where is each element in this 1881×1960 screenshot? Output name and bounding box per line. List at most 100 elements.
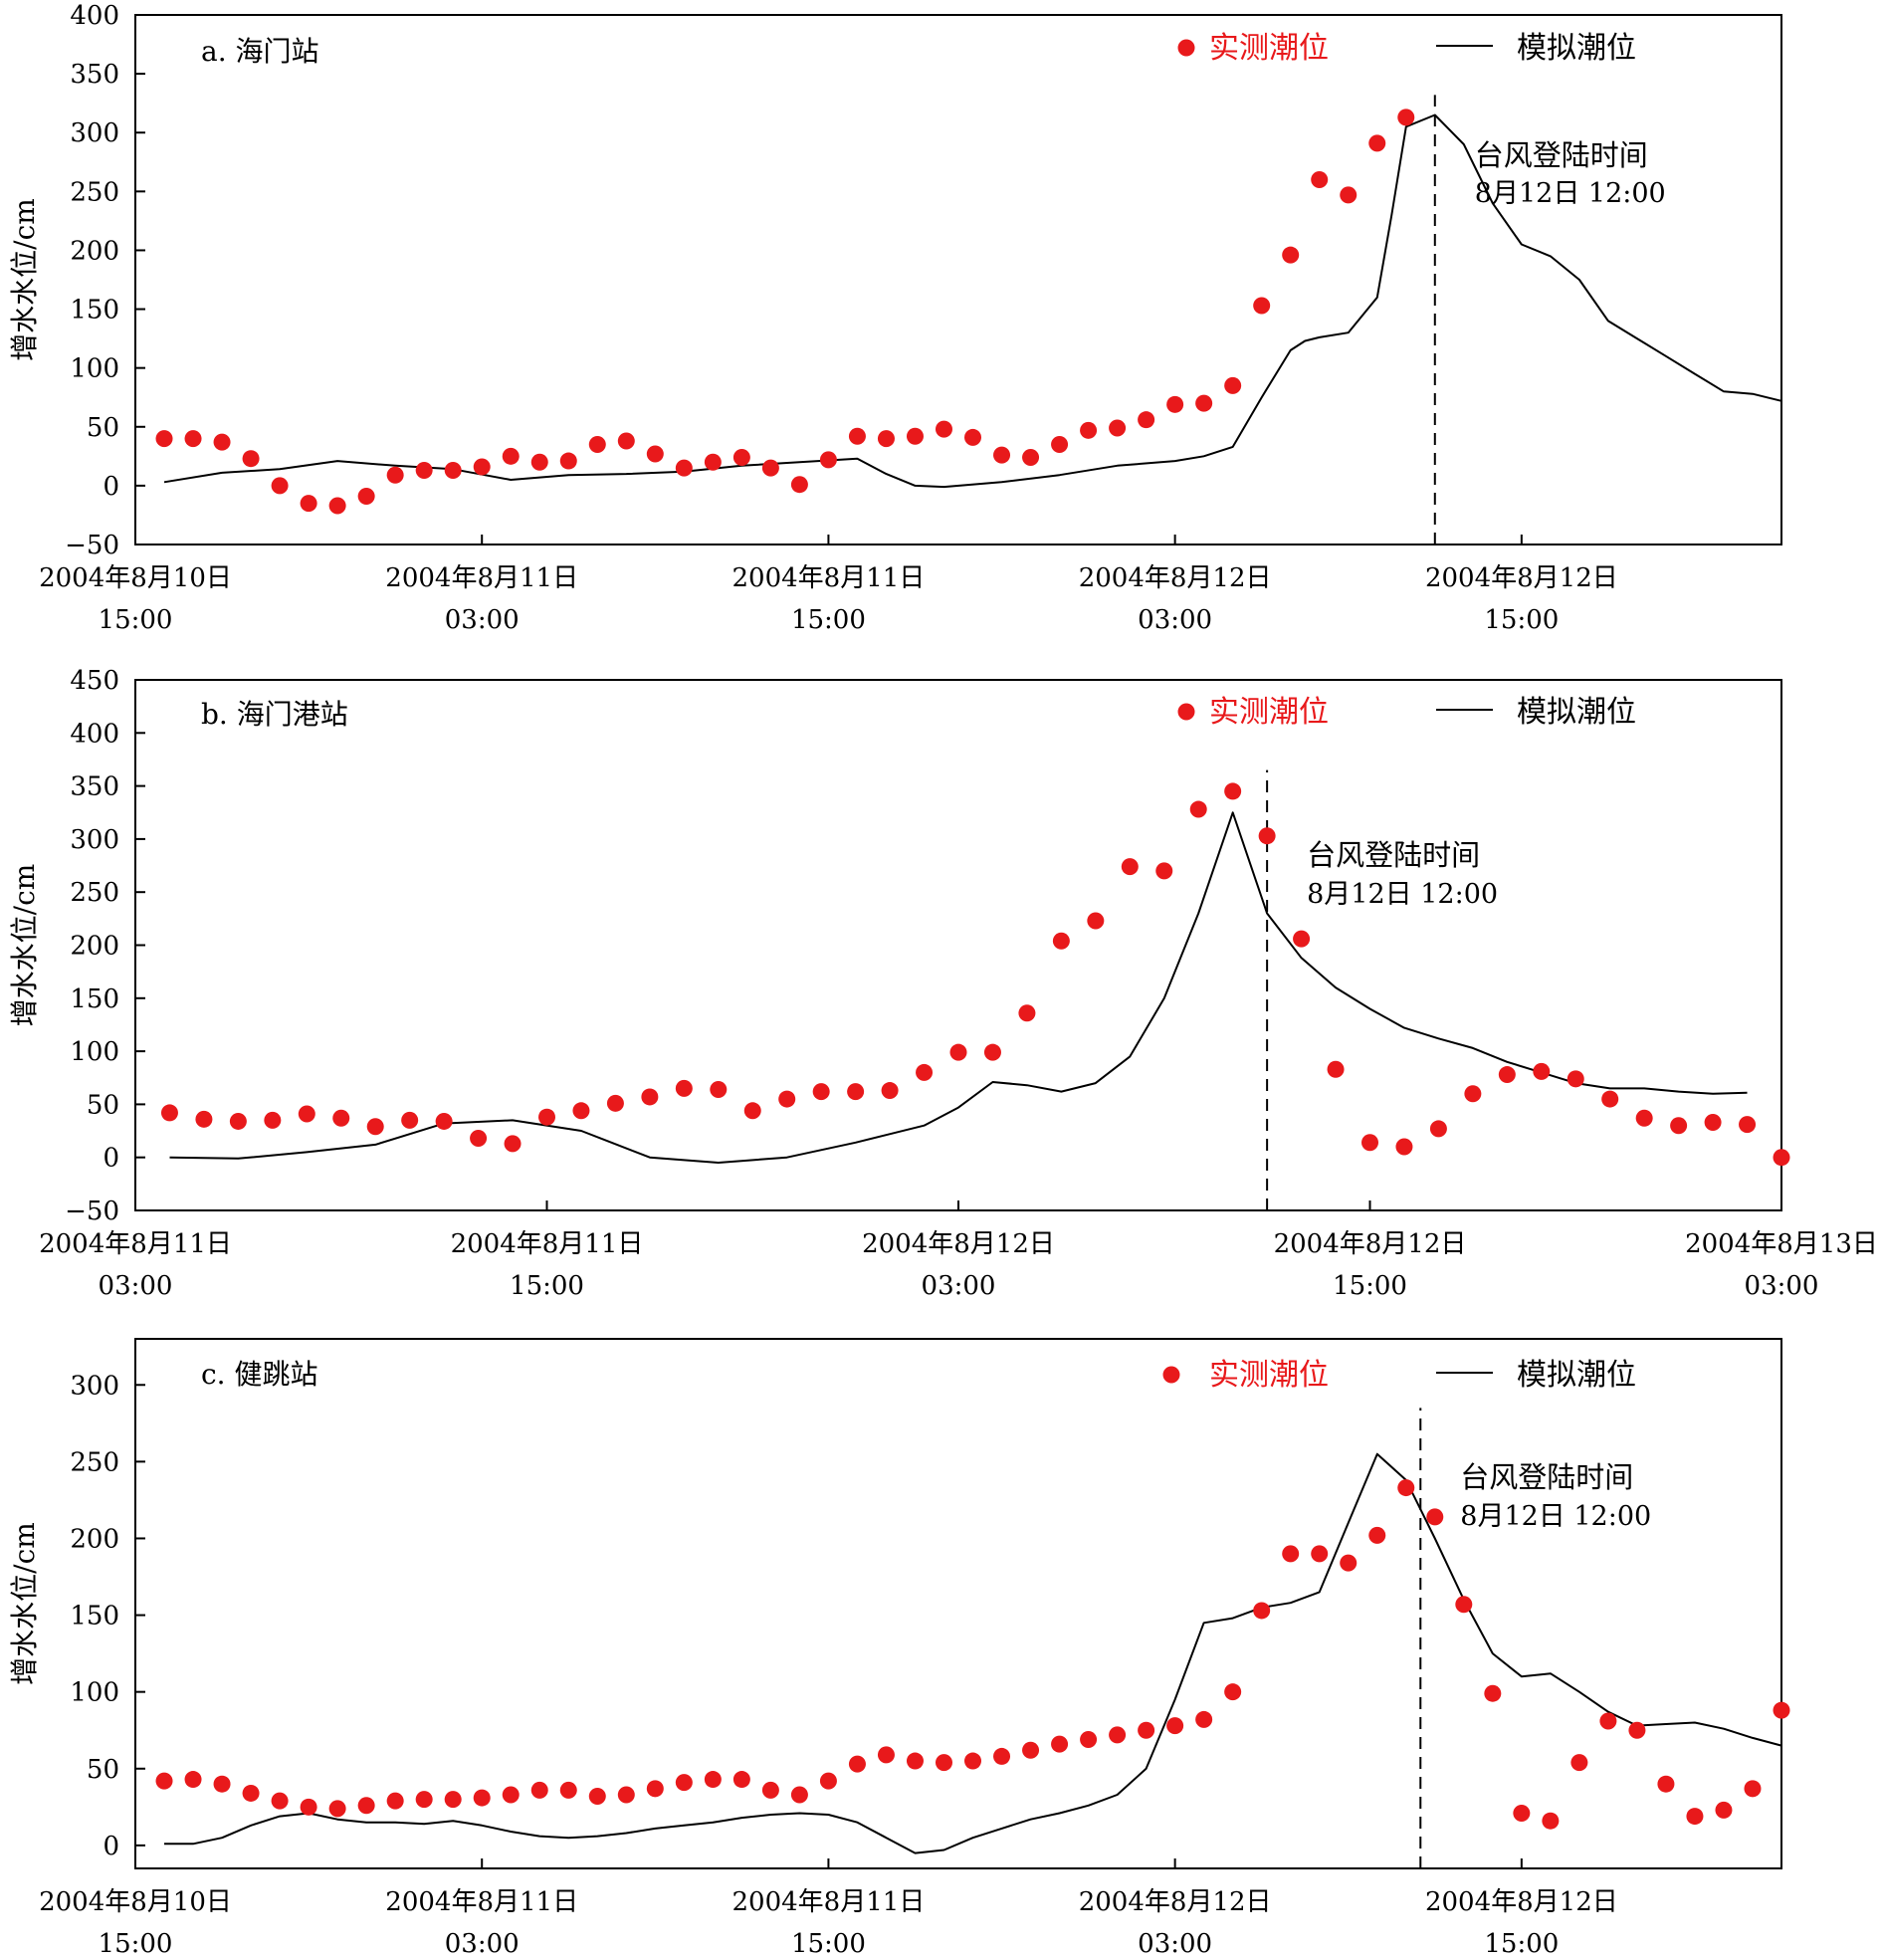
observed-point bbox=[617, 1786, 635, 1804]
observed-point bbox=[1282, 1545, 1300, 1563]
observed-point bbox=[790, 1786, 808, 1804]
observed-point bbox=[588, 436, 606, 454]
observed-point bbox=[155, 1772, 173, 1790]
observed-point bbox=[300, 495, 317, 513]
observed-point bbox=[743, 1102, 761, 1120]
observed-point bbox=[328, 1800, 346, 1818]
observed-point bbox=[641, 1088, 659, 1106]
y-tick-label: 50 bbox=[87, 1755, 119, 1785]
observed-point bbox=[675, 459, 693, 477]
observed-point bbox=[1018, 1004, 1036, 1022]
observed-point bbox=[271, 1792, 289, 1810]
observed-point bbox=[502, 1786, 520, 1804]
observed-point bbox=[1195, 1710, 1213, 1728]
observed-point bbox=[415, 1791, 433, 1809]
observed-point bbox=[1455, 1596, 1473, 1614]
observed-point bbox=[588, 1788, 606, 1806]
y-tick-label: 200 bbox=[70, 1524, 119, 1554]
observed-point bbox=[790, 476, 808, 494]
y-tick-label: 450 bbox=[70, 666, 119, 696]
x-tick-date: 2004年8月11日 bbox=[732, 1887, 926, 1917]
observed-point bbox=[847, 1083, 865, 1101]
observed-point bbox=[357, 488, 375, 506]
observed-point bbox=[242, 450, 260, 468]
observed-point bbox=[401, 1111, 419, 1129]
landfall-time: 8月12日 12:00 bbox=[1460, 1501, 1651, 1532]
observed-point bbox=[1498, 1066, 1516, 1084]
legend-observed-label: 实测潮位 bbox=[1209, 695, 1329, 730]
observed-point bbox=[1109, 1726, 1127, 1744]
observed-point bbox=[386, 1792, 404, 1810]
legend-simulated-label: 模拟潮位 bbox=[1517, 31, 1636, 66]
observed-point bbox=[1368, 134, 1386, 152]
observed-point bbox=[559, 1781, 577, 1799]
observed-point bbox=[1051, 1735, 1069, 1753]
x-tick-time: 15:00 bbox=[510, 1271, 584, 1301]
observed-point bbox=[213, 433, 231, 451]
observed-point bbox=[300, 1798, 317, 1816]
observed-point bbox=[761, 459, 779, 477]
x-tick-date: 2004年8月12日 bbox=[1425, 563, 1618, 593]
chart-panel-1: −50 0 50 100 150 200 250 300 350 400 增水水位/cm 2004年8… bbox=[8, 1, 1782, 635]
y-tick-label: 200 bbox=[70, 236, 119, 266]
x-tick-date: 2004年8月13日 bbox=[1685, 1229, 1878, 1259]
observed-point bbox=[1340, 1554, 1358, 1572]
legend-observed-label: 实测潮位 bbox=[1209, 1358, 1329, 1393]
observed-point bbox=[1715, 1801, 1733, 1819]
x-tick-time: 15:00 bbox=[1484, 1929, 1559, 1959]
observed-point bbox=[935, 1754, 952, 1772]
observed-point bbox=[704, 453, 722, 471]
x-tick-date: 2004年8月12日 bbox=[1425, 1887, 1618, 1917]
panel-label: a. 海门站 bbox=[201, 35, 319, 68]
observed-point bbox=[617, 432, 635, 450]
simulated-series-line bbox=[163, 113, 1782, 489]
simulated-series-line bbox=[169, 811, 1748, 1164]
y-tick-label: 0 bbox=[103, 1832, 119, 1861]
x-tick-time: 15:00 bbox=[1333, 1271, 1407, 1301]
observed-point bbox=[778, 1090, 796, 1108]
x-tick-time: 03:00 bbox=[1138, 605, 1212, 635]
observed-point bbox=[357, 1797, 375, 1815]
observed-point bbox=[848, 427, 866, 445]
y-tick-label: 350 bbox=[70, 60, 119, 90]
observed-point bbox=[1311, 171, 1329, 189]
y-tick-label: 250 bbox=[70, 878, 119, 908]
observed-point bbox=[559, 452, 577, 470]
observed-point bbox=[184, 430, 202, 448]
observed-point bbox=[1311, 1545, 1329, 1563]
legend-simulated-label: 模拟潮位 bbox=[1517, 695, 1636, 730]
observed-point bbox=[1109, 419, 1127, 437]
observed-point bbox=[1744, 1780, 1762, 1798]
x-tick-time: 15:00 bbox=[1484, 605, 1559, 635]
observed-point bbox=[1080, 421, 1098, 439]
observed-point bbox=[1773, 1149, 1790, 1167]
x-tick-time: 03:00 bbox=[99, 1271, 173, 1301]
observed-point bbox=[1138, 411, 1155, 429]
observed-point bbox=[1570, 1754, 1588, 1772]
y-tick-label: 350 bbox=[70, 772, 119, 802]
observed-point bbox=[1773, 1701, 1790, 1719]
observed-point bbox=[646, 1780, 664, 1798]
x-tick-time: 15:00 bbox=[791, 605, 866, 635]
observed-point bbox=[881, 1082, 899, 1100]
observed-point bbox=[530, 1781, 548, 1799]
observed-point bbox=[1087, 912, 1105, 930]
legend-observed-marker bbox=[1177, 703, 1195, 721]
observed-point bbox=[1567, 1070, 1584, 1088]
observed-point bbox=[264, 1111, 282, 1129]
observed-point bbox=[473, 458, 491, 476]
observed-point bbox=[983, 1043, 1001, 1061]
x-tick-time: 15:00 bbox=[791, 1929, 866, 1959]
x-tick-time: 03:00 bbox=[445, 1929, 520, 1959]
y-tick-label: 250 bbox=[70, 1447, 119, 1477]
observed-point bbox=[444, 462, 462, 480]
legend-observed-marker bbox=[1177, 39, 1195, 57]
observed-point bbox=[1052, 932, 1070, 950]
observed-point bbox=[1051, 436, 1069, 454]
x-tick-date: 2004年8月10日 bbox=[39, 1887, 232, 1917]
landfall-time: 8月12日 12:00 bbox=[1475, 178, 1666, 209]
y-tick-label: −50 bbox=[65, 531, 119, 560]
observed-point bbox=[415, 462, 433, 480]
observed-point bbox=[1426, 1508, 1444, 1526]
observed-point bbox=[1327, 1060, 1345, 1078]
